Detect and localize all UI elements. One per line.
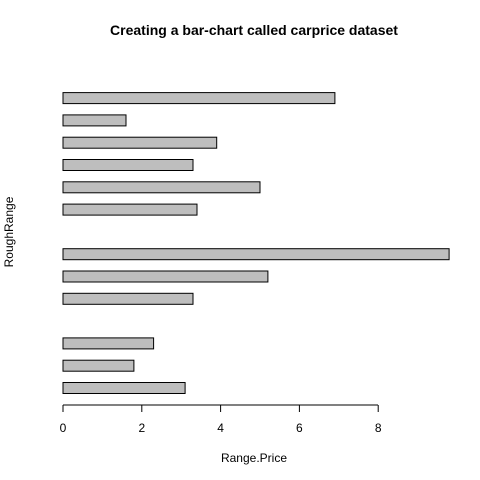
- bar: [62, 270, 269, 283]
- bar: [62, 136, 218, 149]
- bar: [62, 203, 198, 216]
- bar: [62, 248, 450, 261]
- bar: [62, 292, 194, 305]
- bar: [62, 382, 186, 394]
- chart-title: Creating a bar-chart called carprice dat…: [110, 22, 398, 38]
- y-axis-label: RoughRange: [2, 196, 16, 267]
- x-tick-label: 4: [217, 421, 224, 435]
- x-tick-label: 6: [296, 421, 303, 435]
- bar: [62, 114, 127, 127]
- bar: [62, 159, 194, 171]
- x-axis-label: Range.Price: [221, 451, 287, 465]
- x-tick-label: 8: [375, 421, 382, 435]
- bar: [62, 181, 261, 194]
- x-axis: 0 2 4 6 8: [60, 404, 382, 435]
- bar: [62, 337, 155, 350]
- x-tick-label: 2: [138, 421, 145, 435]
- x-tick-label: 0: [60, 421, 67, 435]
- bar: [62, 359, 135, 372]
- bars-group: [62, 92, 450, 394]
- bar: [62, 92, 336, 105]
